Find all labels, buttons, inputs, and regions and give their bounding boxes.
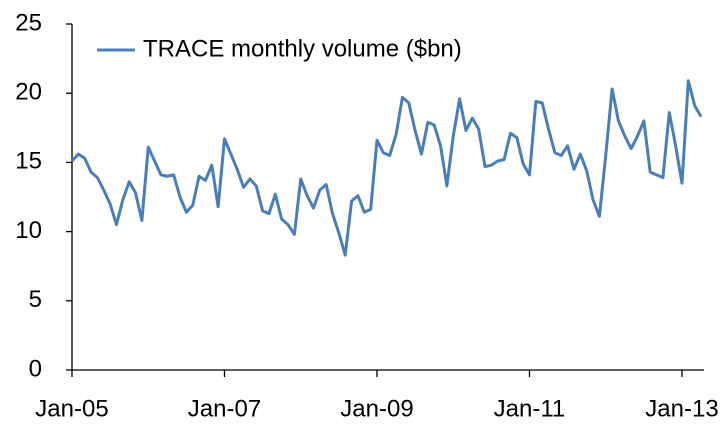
y-tick-label: 0	[29, 355, 42, 382]
x-tick-label: Jan-11	[494, 395, 566, 422]
y-tick-label: 10	[15, 217, 42, 244]
data-line	[70, 79, 703, 257]
y-tick-label: 5	[29, 286, 42, 313]
y-tick-label: 20	[15, 79, 42, 106]
x-tick-label: Jan-09	[340, 395, 413, 422]
x-tick-label: Jan-05	[35, 395, 108, 422]
legend-label: TRACE monthly volume ($bn)	[143, 35, 462, 62]
x-tick-label: Jan-07	[188, 395, 261, 422]
x-tick-label: Jan-13	[645, 395, 718, 422]
y-tick-label: 25	[15, 9, 42, 36]
y-tick-label: 15	[15, 148, 42, 175]
